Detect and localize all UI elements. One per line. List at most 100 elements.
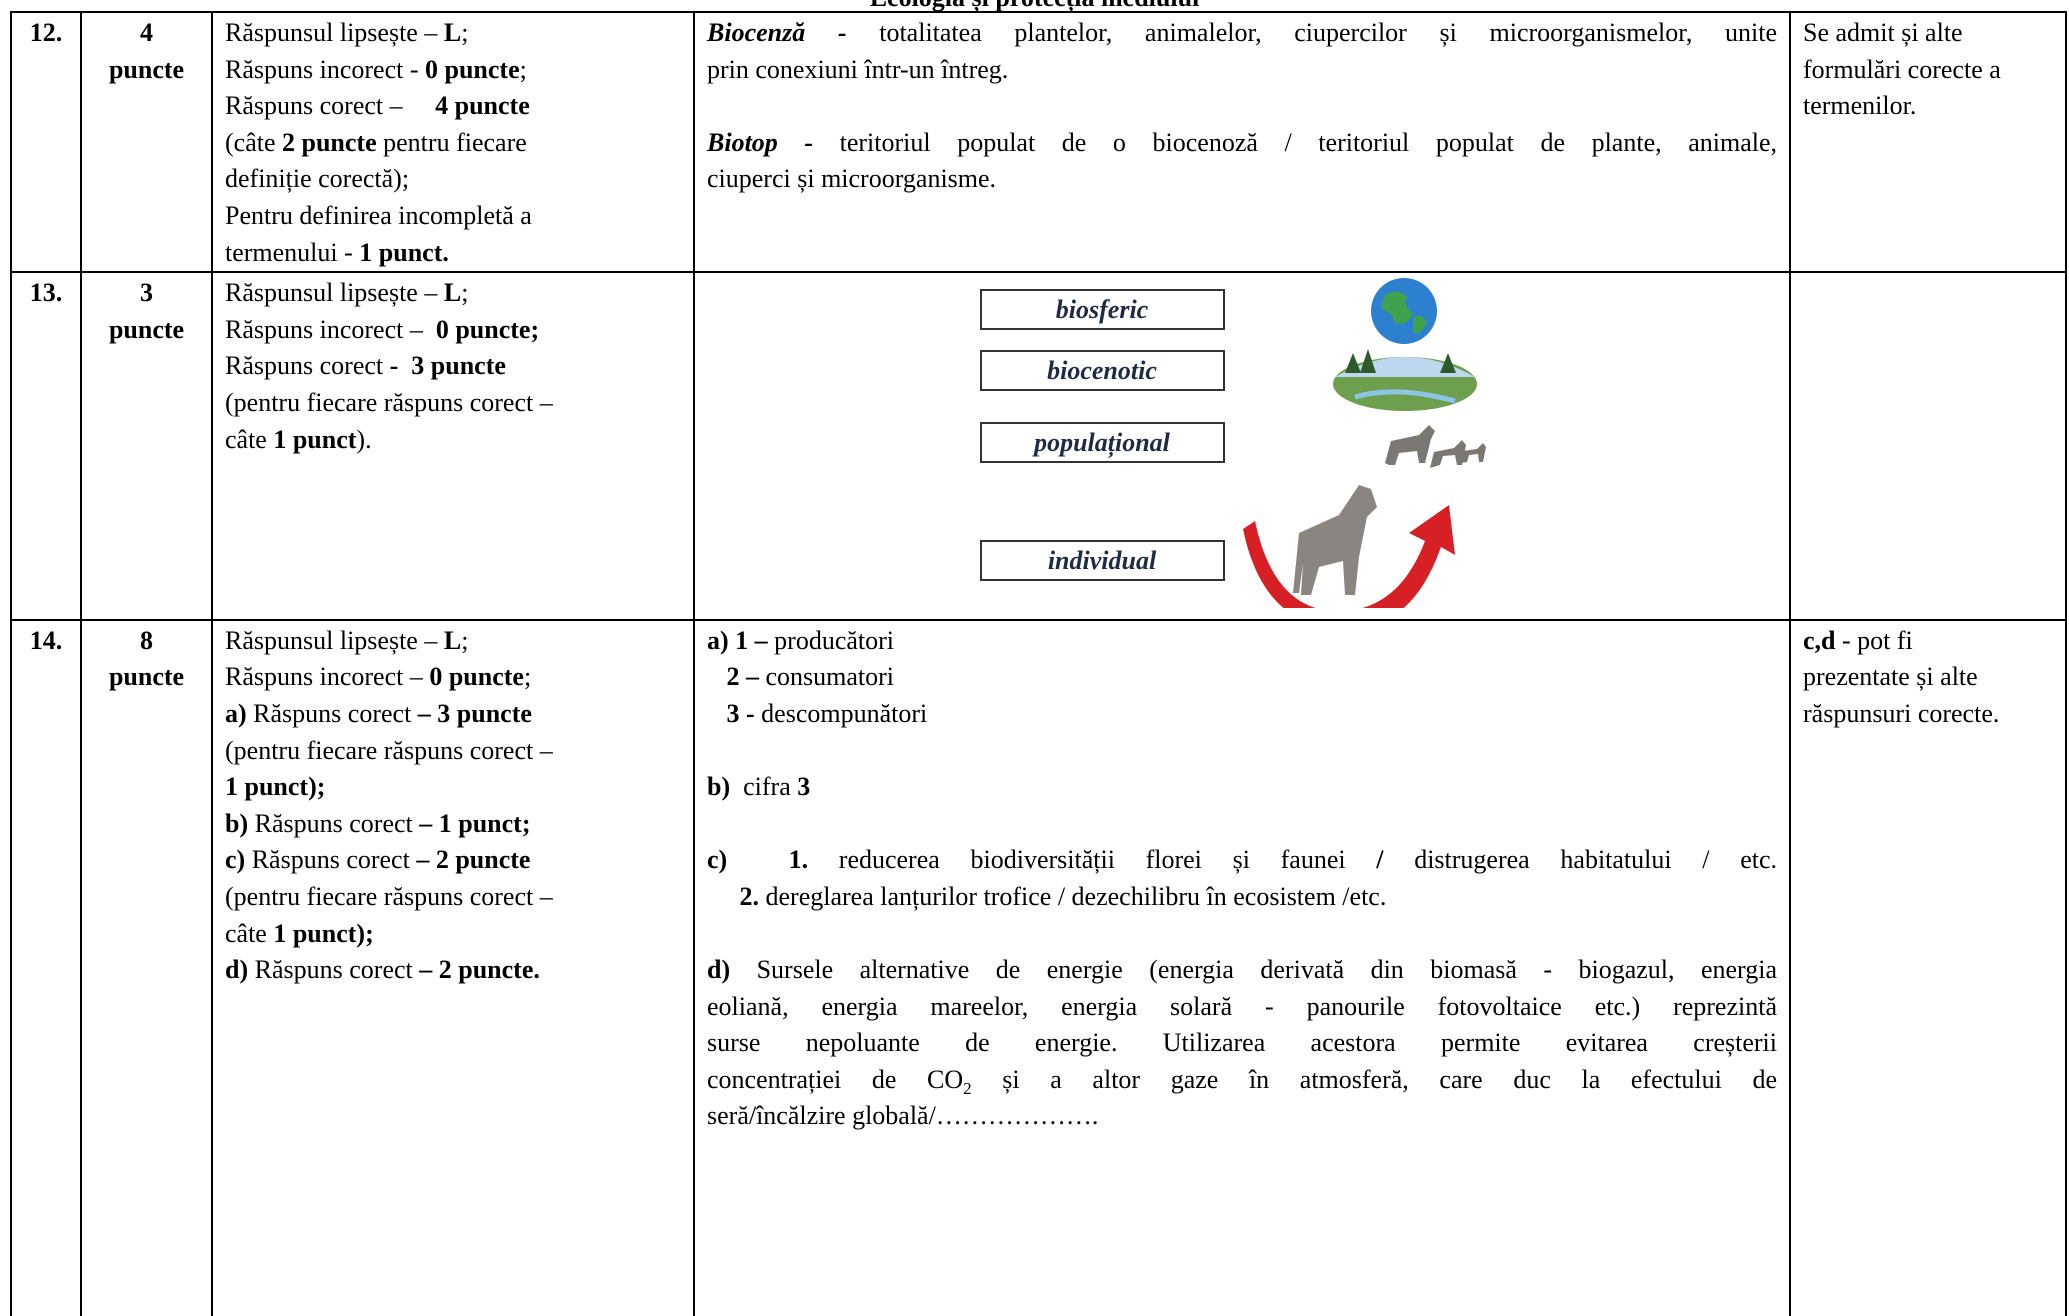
text-run: - pot fi	[1835, 625, 1913, 655]
bold-run: d)	[225, 955, 249, 985]
criteria-line: (pentru fiecare răspuns corect –	[225, 879, 681, 916]
text-run: (pentru fiecare răspuns corect –	[225, 735, 553, 765]
answer-paragraph: a) 1 – producători 2 – consumatori 3 - d…	[707, 623, 1777, 733]
level-box	[980, 540, 1225, 582]
level-label: biocenotic	[1047, 356, 1157, 385]
answer-line: d) Sursele alternative de energie (energ…	[707, 952, 1777, 989]
answer-line: 3 - descompunători	[707, 696, 1777, 733]
notes: c,d - pot fi prezentate și alte răspunsuri…	[1789, 618, 2067, 1316]
text-run	[707, 699, 727, 728]
wolf-pack-icon	[1385, 425, 1486, 469]
points-line: puncte	[108, 662, 185, 692]
criteria: Răspunsul lipsește – L; Răspuns incorect …	[211, 618, 695, 1316]
item-points: 3 puncte	[80, 271, 213, 621]
bold-run: 1 punct.	[359, 237, 449, 267]
text-run: ;	[519, 54, 527, 84]
criteria-line: (pentru fiecare răspuns corect –	[225, 385, 681, 422]
text-run: câte	[225, 918, 274, 948]
level-label: biosferic	[1056, 295, 1149, 324]
grading-table: 12. 4 puncte Răspunsul lipsește – L; Răspuns…	[10, 10, 2067, 1316]
text-run	[707, 882, 740, 911]
notes-line: răspunsuri corecte.	[1803, 696, 2053, 733]
answer: a) 1 – producători 2 – consumatori 3 - d…	[693, 618, 1791, 1316]
answer-line: prin conexiuni într-un întreg.	[707, 52, 1777, 89]
points-line: puncte	[108, 54, 185, 84]
text-run: teritoriul populat de o biocenoză / teri…	[813, 127, 1777, 157]
points-line: 3	[140, 278, 153, 308]
text-run: consumatori	[759, 662, 895, 692]
criteria-line: c) Răspuns corect – 2 puncte	[225, 842, 681, 879]
criteria-line: (pentru fiecare răspuns corect –	[225, 733, 681, 770]
item-number: 12.	[10, 10, 82, 274]
table-row: 14. 8 puncte Răspunsul lipsește – L; Răspuns…	[10, 618, 2067, 1316]
text-run: totalitatea plantelor, animalelor, ciupe…	[846, 18, 1777, 47]
text-run: Răspuns corect	[245, 845, 417, 875]
text-run: ;	[461, 278, 469, 308]
bold-run: b)	[707, 772, 731, 802]
criteria-line: termenului - 1 punct.	[225, 235, 681, 271]
answer: Biocenză - totalitatea plantelor, animal…	[693, 10, 1791, 274]
answer-line: Biotop - teritoriul populat de o bioceno…	[707, 125, 1777, 162]
criteria-line: Pentru definirea incompletă a	[225, 198, 681, 235]
text-run	[727, 845, 788, 874]
text-run: eoliană, energia mareelor, energia solar…	[707, 991, 1777, 1021]
text-run: Răspunsul lipsește –	[225, 278, 444, 308]
text-run: Răspuns corect	[248, 808, 420, 838]
item-points: 8 puncte	[80, 618, 213, 1316]
bold-run: 1.	[788, 845, 809, 875]
text-run: Răspunsul lipsește –	[225, 625, 444, 655]
bold-run: 0 puncte	[425, 54, 520, 84]
bold-run: – 2 puncte.	[419, 955, 540, 985]
answer-line: eoliană, energia mareelor, energia solar…	[707, 989, 1777, 1026]
text-run: Răspuns corect	[246, 698, 418, 728]
item-number: 14.	[10, 618, 82, 1316]
answer-line: c) 1. reducerea biodiversității florei ș…	[707, 842, 1777, 879]
bold-run: /	[1376, 845, 1384, 875]
subscript: 2	[963, 1079, 972, 1099]
bold-run: 0 puncte;	[435, 314, 540, 344]
text-run: distrugerea habitatului / etc.	[1383, 845, 1778, 875]
levels-diagram: biosferic biocenotic populațional individua…	[980, 278, 1486, 618]
criteria-line: d) Răspuns corect – 2 puncte.	[225, 952, 681, 989]
answer-line: 2 – consumatori	[707, 659, 1777, 696]
text-run: reducerea biodiversității florei și faun…	[808, 845, 1377, 875]
text-run: Pentru definirea incompletă a	[225, 200, 532, 230]
answer-line: Biocenză - totalitatea plantelor, animal…	[707, 15, 1777, 52]
notes-line: c,d - pot fi	[1803, 623, 2053, 660]
text-run: Sursele alternative de energie (energia …	[730, 955, 1777, 985]
text-run: pentru fiecare	[376, 127, 527, 157]
criteria-line: Răspunsul lipsește – L;	[225, 623, 681, 660]
criteria-line: câte 1 punct);	[225, 916, 681, 953]
text-run: ;	[461, 18, 469, 47]
bold-run: 2.	[739, 881, 760, 911]
text-run: Răspuns incorect –	[225, 314, 436, 344]
notes-line: formulări corecte a	[1803, 52, 2053, 89]
level-label: individual	[1048, 546, 1157, 575]
text-run: câte	[225, 424, 274, 454]
bold-italic-run: Biocenză -	[707, 18, 847, 47]
text-run: producători	[767, 625, 895, 655]
growth-arrow-icon	[1243, 505, 1455, 618]
text-run: Răspuns corect	[225, 351, 390, 381]
text-run: termenului -	[225, 237, 360, 267]
bold-run: b)	[225, 808, 249, 838]
section-title: Ecologia și protecția mediului	[0, 0, 2069, 13]
answer-paragraph: b) cifra 3	[707, 769, 1777, 806]
text-run: Răspuns corect –	[225, 91, 436, 121]
notes-line: termenilor.	[1803, 88, 2053, 125]
text-run: și a altor gaze în atmosferă, care duc l…	[971, 1064, 1777, 1094]
text-run: cifra	[730, 772, 798, 802]
bold-run: );	[356, 918, 374, 948]
points-line: 8	[140, 625, 153, 655]
level-label: populațional	[1032, 428, 1171, 458]
bold-run: – 2 puncte	[416, 845, 531, 875]
level-box	[980, 422, 1225, 464]
answer-line: surse nepoluante de energie. Utilizarea …	[707, 1025, 1777, 1062]
text-run: ).	[356, 424, 372, 454]
answer-line: a) 1 – producători	[707, 623, 1777, 660]
table-row: 13. 3 puncte Răspunsul lipsește – L; Răspuns…	[10, 271, 2067, 621]
text-run: ;	[461, 625, 469, 655]
criteria-line: a) Răspuns corect – 3 puncte	[225, 696, 681, 733]
text-run: (pentru fiecare răspuns corect –	[225, 881, 553, 911]
